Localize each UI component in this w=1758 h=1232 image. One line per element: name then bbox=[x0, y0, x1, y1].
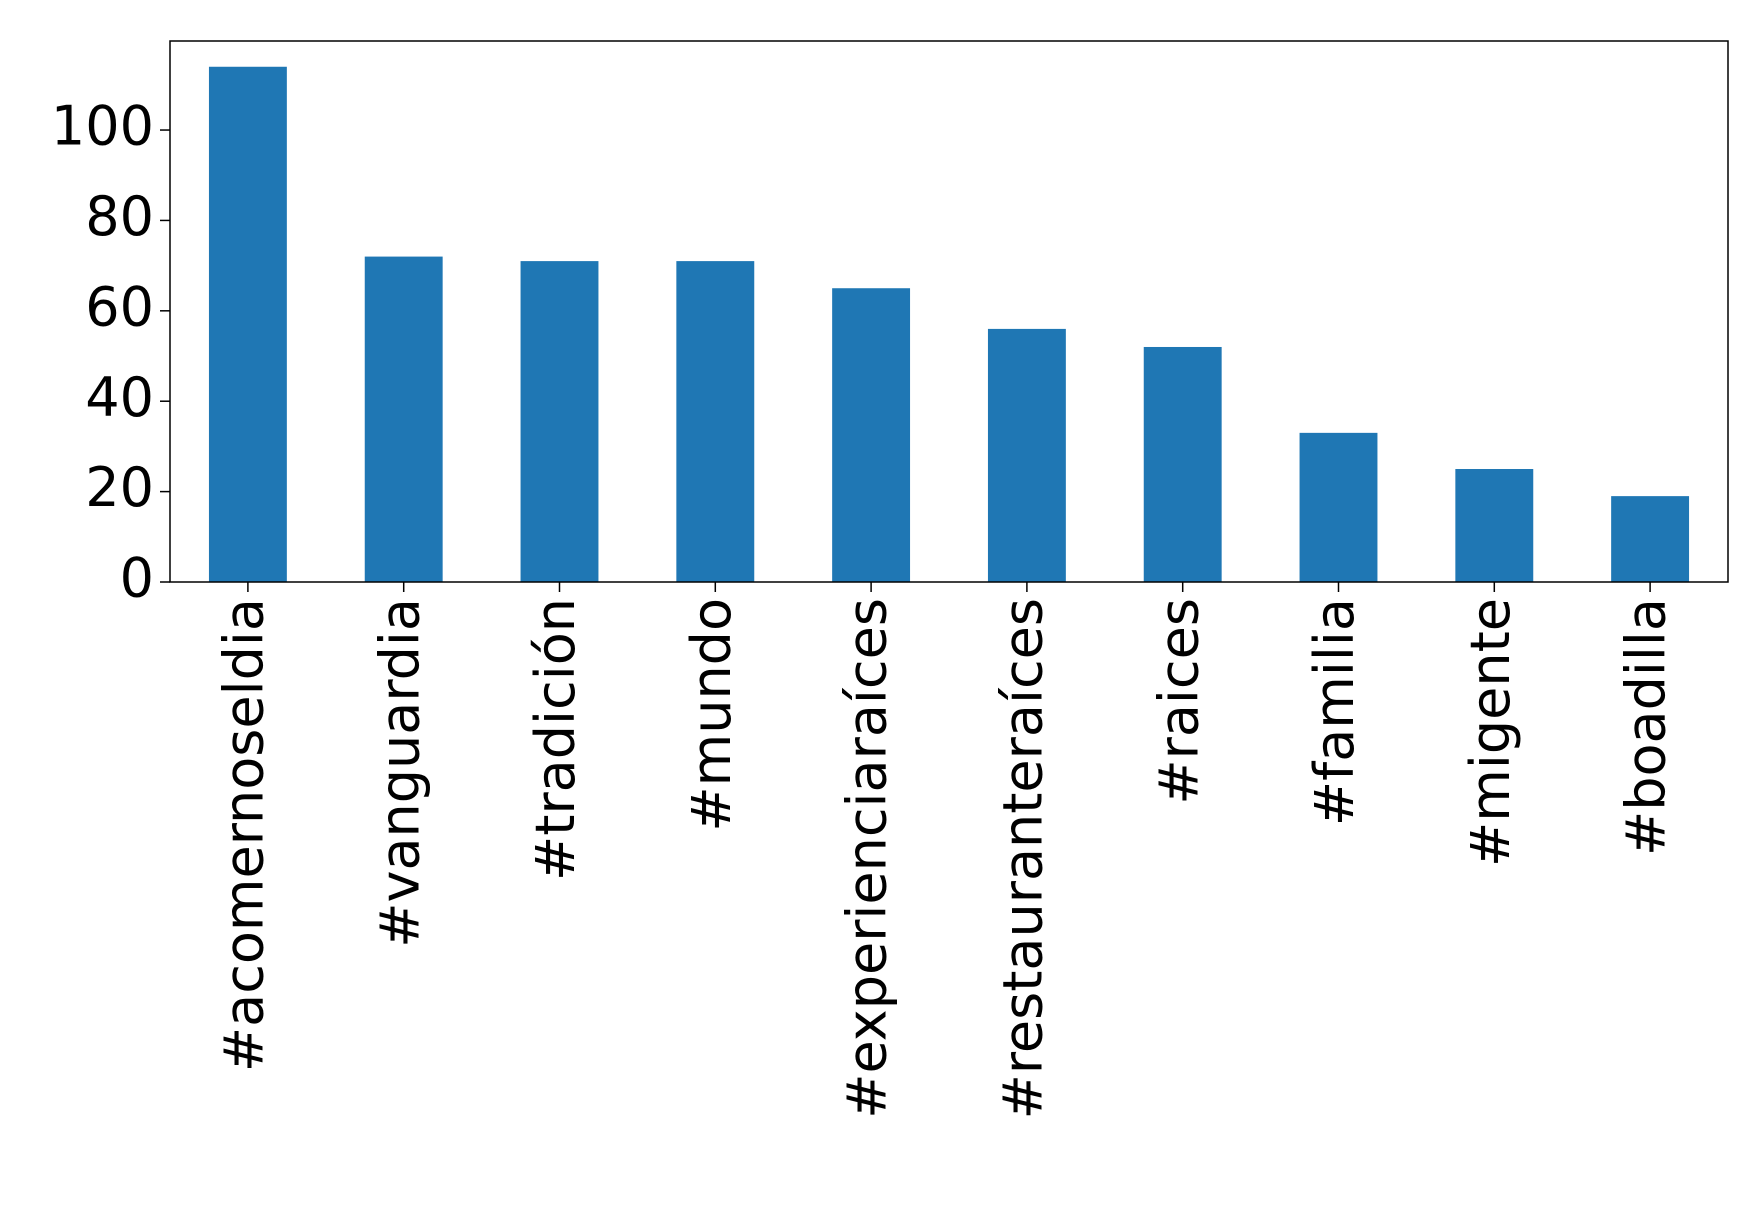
bar bbox=[1455, 469, 1534, 582]
x-tick-label: #tradición bbox=[524, 598, 587, 881]
y-tick-label: 40 bbox=[85, 366, 154, 429]
x-tick-label: #boadilla bbox=[1615, 598, 1678, 856]
bar bbox=[1143, 346, 1222, 582]
x-tick-label: #vanguardia bbox=[368, 598, 431, 948]
x-tick-label: #raices bbox=[1147, 598, 1210, 805]
y-tick-label: 0 bbox=[120, 547, 154, 610]
plot-frame bbox=[169, 40, 1729, 583]
bar bbox=[676, 261, 755, 582]
bar bbox=[520, 261, 599, 582]
y-tick-label: 60 bbox=[85, 275, 154, 338]
bar bbox=[1299, 432, 1378, 582]
x-tick-label: #familia bbox=[1303, 598, 1366, 826]
bar bbox=[1611, 496, 1690, 582]
bar bbox=[832, 288, 911, 582]
y-tick-label: 20 bbox=[85, 456, 154, 519]
y-tick-label: 100 bbox=[51, 95, 154, 158]
x-tick-label: #experienciaraíces bbox=[836, 598, 899, 1119]
bar bbox=[364, 256, 443, 582]
x-tick-label: #migente bbox=[1459, 598, 1522, 867]
bar bbox=[208, 66, 287, 582]
x-tick-label: #mundo bbox=[680, 598, 743, 832]
x-tick-label: #acomernoseldia bbox=[213, 598, 276, 1072]
x-tick-label: #restauranteraíces bbox=[992, 598, 1055, 1119]
y-tick-label: 80 bbox=[85, 185, 154, 248]
bar bbox=[987, 328, 1066, 582]
